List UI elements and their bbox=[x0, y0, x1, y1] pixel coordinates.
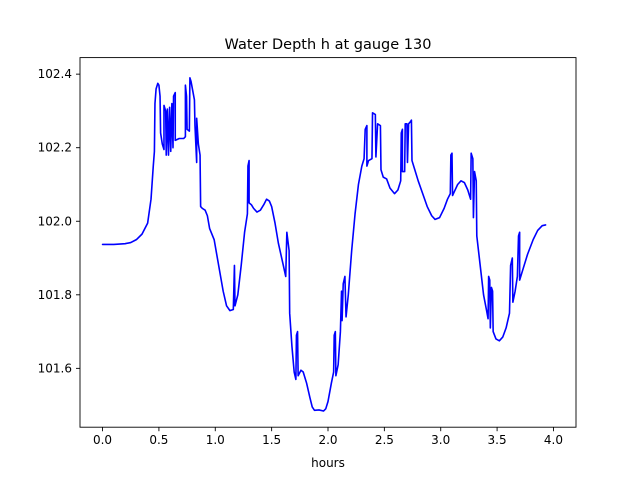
x-tick-label: 0.0 bbox=[93, 433, 112, 447]
y-tick-label: 102.0 bbox=[38, 214, 72, 228]
x-tick-label: 2.0 bbox=[318, 433, 337, 447]
x-tick-label: 0.5 bbox=[149, 433, 168, 447]
x-tick-label: 2.5 bbox=[375, 433, 394, 447]
x-axis-ticks: 0.0 0.5 1.0 1.5 2.0 2.5 3.0 3.5 4.0 bbox=[93, 427, 563, 447]
x-tick-label: 1.5 bbox=[262, 433, 281, 447]
y-tick-label: 101.6 bbox=[38, 361, 72, 375]
x-tick-label: 4.0 bbox=[544, 433, 563, 447]
y-tick-label: 101.8 bbox=[38, 288, 72, 302]
x-tick-label: 3.0 bbox=[431, 433, 450, 447]
x-axis-label: hours bbox=[311, 456, 345, 470]
x-tick-label: 1.0 bbox=[206, 433, 225, 447]
y-axis-ticks: 101.6 101.8 102.0 102.2 102.4 bbox=[38, 67, 80, 375]
y-tick-label: 102.2 bbox=[38, 141, 72, 155]
series-line-1 bbox=[101, 77, 547, 412]
y-tick-label: 102.4 bbox=[38, 67, 72, 81]
chart-title: Water Depth h at gauge 130 bbox=[225, 37, 432, 53]
x-tick-label: 3.5 bbox=[488, 433, 507, 447]
